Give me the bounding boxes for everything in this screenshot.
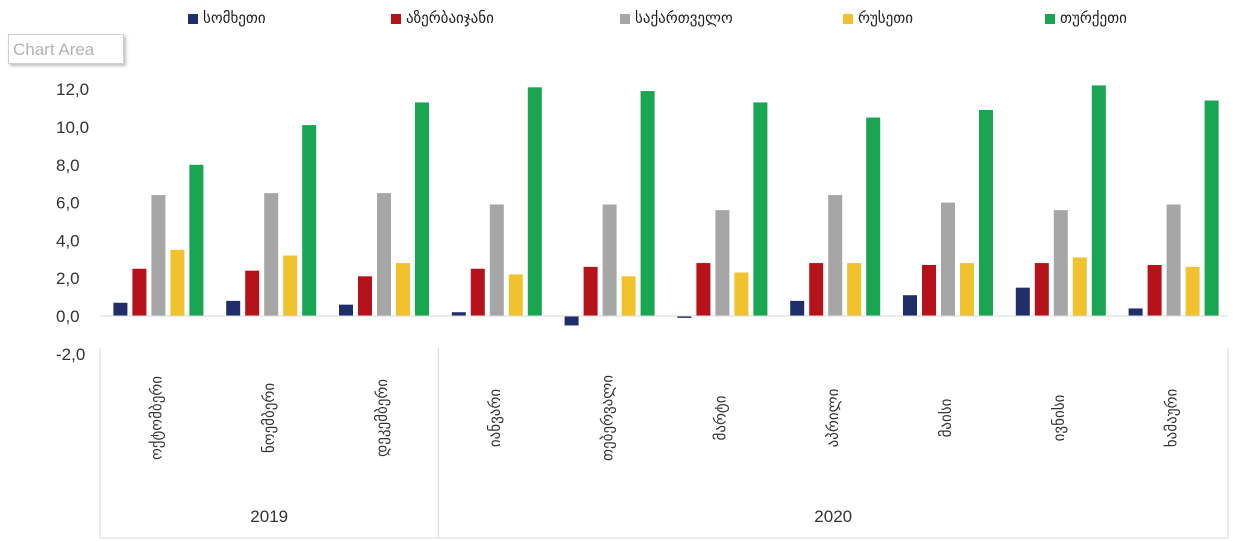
bar: [283, 255, 298, 316]
bar: [170, 249, 185, 316]
bar: [527, 87, 542, 316]
bar: [1166, 204, 1181, 316]
legend-swatch: [1045, 14, 1055, 24]
bar: [396, 263, 410, 316]
bar: [979, 109, 993, 317]
bar: [1147, 264, 1162, 316]
bar: [640, 91, 655, 316]
bar: [1015, 287, 1030, 316]
y-axis: 14,012,010,08,06,04,02,00,0-2,0: [56, 42, 89, 363]
x-category-label: ივნისი: [1050, 394, 1068, 441]
bar: [866, 117, 881, 316]
legend-label: აზერბაიჯანი: [406, 9, 494, 27]
y-tick-label: 6,0: [56, 194, 80, 213]
bar: [339, 304, 353, 316]
bar: [470, 268, 485, 316]
bar: [489, 204, 504, 316]
legend-label: თურქეთი: [1060, 9, 1127, 27]
x-category-label: დეკემბერი: [373, 379, 391, 457]
x-category-label: ნოემბერი: [260, 383, 278, 453]
bar: [1072, 257, 1087, 316]
y-tick-label: 2,0: [56, 269, 80, 288]
bar: [226, 300, 241, 316]
x-category-label: თებერვალი: [599, 375, 617, 461]
bar: [1053, 210, 1068, 316]
x-category-label: აპრილი: [824, 388, 842, 447]
group-label: 2020: [814, 507, 852, 526]
bar: [189, 164, 204, 316]
bar: [583, 266, 598, 316]
y-tick-label: 12,0: [56, 80, 89, 99]
bar: [847, 263, 862, 316]
x-axis: ოქტომბერი ნოემბერი დეკემბერი იანვარი თებერვა…: [99, 348, 1229, 539]
bar: [113, 302, 128, 316]
bar: [358, 276, 372, 316]
bar: [809, 263, 824, 316]
bar: [753, 102, 768, 317]
bar: [790, 300, 805, 316]
bar: [132, 268, 147, 316]
bar: [941, 202, 955, 316]
y-tick-label: 0,0: [56, 307, 80, 326]
legend-label: საქართველო: [635, 9, 733, 27]
bar: [564, 316, 579, 326]
bar: [1091, 85, 1106, 316]
bar: [696, 263, 711, 316]
chart-area-tooltip: Chart Area: [8, 34, 124, 64]
bar: [602, 204, 617, 316]
bar: [715, 210, 730, 316]
bar: [903, 295, 917, 316]
x-category-label: იანვარი: [486, 389, 504, 447]
bar: [151, 195, 166, 316]
bar: [922, 264, 936, 316]
plot-area: [100, 85, 1228, 326]
bar: [960, 263, 974, 316]
x-category-label: მარტი: [711, 395, 729, 440]
y-tick-label: 4,0: [56, 231, 80, 250]
bar: [302, 125, 317, 316]
y-tick-label: -2,0: [56, 345, 85, 364]
x-category-label: მაისი: [937, 398, 955, 437]
group-label: 2019: [250, 507, 288, 526]
bar: [677, 316, 692, 318]
legend-swatch: [188, 14, 198, 24]
bar: [1204, 100, 1219, 316]
x-category-label: ოქტომბერი: [147, 376, 165, 460]
bar: [1034, 263, 1049, 316]
bar: [451, 312, 466, 316]
bar: [1185, 266, 1200, 316]
legend-swatch: [843, 14, 853, 24]
legend-label: რუსეთი: [858, 9, 913, 27]
bar: [1128, 308, 1143, 316]
legend-swatch: [391, 14, 401, 24]
bar: [828, 195, 843, 316]
bar: [508, 274, 523, 316]
bar: [245, 270, 260, 316]
legend-swatch: [620, 14, 630, 24]
bar: [734, 272, 749, 316]
x-category-label: ხამაური: [1163, 389, 1181, 448]
y-tick-label: 8,0: [56, 156, 80, 175]
bar: [377, 193, 391, 316]
legend-label: სომხეთი: [203, 9, 266, 27]
y-tick-label: 10,0: [56, 118, 89, 137]
legend: სომხეთი აზერბაიჯანი საქართველო რუსეთი თურქეთ…: [188, 9, 1127, 27]
bar: [415, 102, 429, 317]
bar: [621, 276, 636, 316]
bar: [264, 193, 279, 316]
